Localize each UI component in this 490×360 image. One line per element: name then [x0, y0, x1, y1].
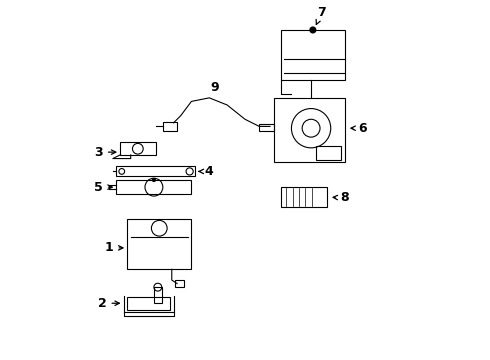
Bar: [281, 30, 345, 80]
Bar: [281, 187, 327, 207]
Bar: [175, 280, 184, 287]
Text: 5: 5: [94, 181, 112, 194]
Text: 6: 6: [351, 122, 367, 135]
Text: 2: 2: [98, 297, 120, 310]
Circle shape: [310, 27, 316, 33]
Bar: [127, 297, 170, 310]
Circle shape: [152, 179, 155, 181]
Bar: [163, 122, 177, 131]
Text: 8: 8: [333, 192, 349, 204]
Bar: [154, 287, 162, 303]
Text: 7: 7: [316, 6, 326, 24]
Bar: [273, 98, 345, 162]
Bar: [120, 143, 156, 155]
Text: 1: 1: [105, 241, 123, 255]
Text: 3: 3: [94, 146, 116, 159]
Text: 4: 4: [199, 165, 214, 178]
Bar: [259, 124, 273, 131]
Bar: [317, 146, 342, 160]
Bar: [117, 166, 195, 176]
Bar: [127, 219, 192, 269]
Text: 9: 9: [210, 81, 219, 94]
